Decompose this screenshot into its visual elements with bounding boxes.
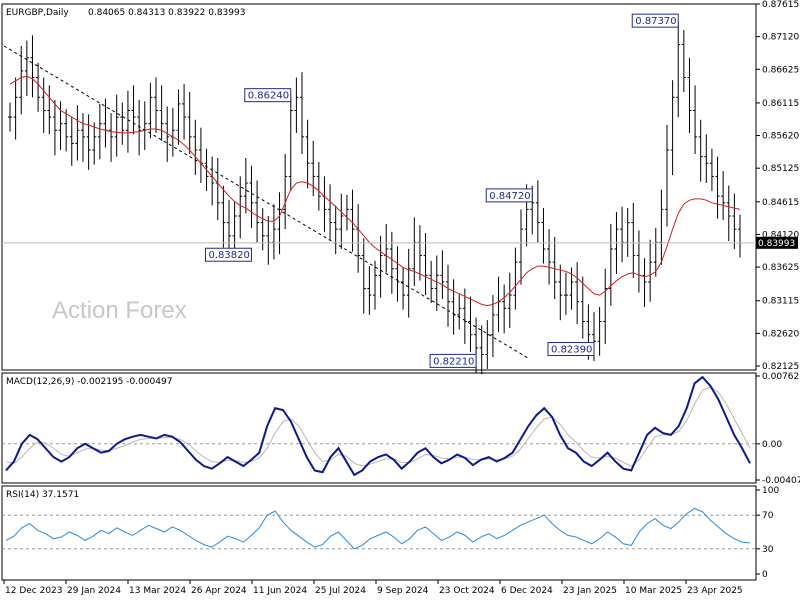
rsi-tick-label: 70: [762, 511, 774, 521]
ohlc-label: 0.84065 0.84313 0.83922 0.83993: [88, 8, 245, 18]
rsi-line: [5, 507, 751, 550]
macd-signal-line: [5, 386, 751, 467]
price-tick-label: 0.82125: [762, 362, 799, 372]
macd-panel-frame: [1, 372, 757, 484]
price-callout-label: 0.84720: [489, 191, 530, 202]
date-tick-label: 23 Jan 2025: [563, 586, 617, 596]
date-tick-label: 25 Jul 2024: [315, 586, 366, 596]
rsi-tick-label: 0: [762, 570, 768, 580]
date-tick-label: 13 Mar 2024: [129, 586, 186, 596]
macd-tick-label: 0.00: [762, 440, 782, 450]
price-tick-label: 0.84615: [762, 198, 799, 208]
price-tick-label: 0.83115: [762, 297, 799, 307]
rsi-tick-label: 100: [762, 486, 779, 496]
date-tick-label: 10 Mar 2025: [625, 586, 682, 596]
price-tick-label: 0.87615: [762, 0, 799, 10]
current-price-line: 0.83993: [2, 236, 798, 249]
macd-tick-label: -0.004073: [762, 476, 800, 486]
moving-average: [9, 75, 741, 307]
date-tick-label: 26 Apr 2024: [191, 586, 247, 596]
rsi-indicator: 100 70 30 0: [2, 486, 779, 580]
price-tick-label: 0.86115: [762, 99, 799, 109]
rsi-label: RSI(14) 37.1571: [6, 490, 79, 500]
price-tick-label: 0.86625: [762, 65, 799, 75]
price-callout-label: 0.86240: [248, 91, 289, 102]
price-tick-label: 0.82620: [762, 329, 799, 339]
watermark: Action Forex: [52, 297, 187, 324]
price-callout-label: 0.82210: [433, 356, 474, 367]
ma-line: [9, 75, 741, 307]
current-price-tag: [756, 236, 798, 249]
date-axis: 12 Dec 2023 29 Jan 2024 13 Mar 2024 26 Apr …: [3, 580, 743, 596]
macd-label: MACD(12,26,9) -0.002195 -0.000497: [6, 377, 172, 387]
price-tick-label: 0.84120: [762, 230, 799, 240]
date-tick-label: 23 Apr 2025: [687, 586, 743, 596]
rsi-tick-label: 30: [762, 545, 774, 555]
macd-indicator: 0.007623 0.00 -0.004073: [2, 372, 800, 486]
price-callout-label: 0.82390: [551, 345, 592, 356]
date-tick-label: 29 Jan 2024: [67, 586, 121, 596]
price-tick-label: 0.85125: [762, 164, 799, 174]
price-tick-label: 0.87120: [762, 33, 799, 43]
price-callouts: 0.87370 0.86240 0.84720 0.83820 0.82210 0.823…: [204, 13, 679, 368]
macd-line: [5, 375, 751, 477]
date-tick-label: 11 Jun 2024: [253, 586, 307, 596]
date-tick-label: 23 Oct 2024: [439, 586, 495, 596]
date-tick-label: 12 Dec 2023: [5, 586, 63, 596]
price-callout-label: 0.87370: [635, 16, 676, 27]
price-tick-label: 0.85620: [762, 132, 799, 142]
symbol-label: EURGBP,Daily: [6, 8, 69, 18]
price-axis: 0.87615 0.87120 0.86625 0.86115 0.85620 0.851…: [756, 0, 799, 372]
rsi-panel-frame: [1, 485, 757, 581]
price-callout-label: 0.83820: [208, 250, 249, 261]
date-tick-label: 6 Dec 2024: [501, 586, 553, 596]
macd-tick-label: 0.007623: [762, 372, 800, 382]
current-price-text: 0.83993: [758, 239, 795, 249]
date-tick-label: 9 Sep 2024: [377, 586, 429, 596]
price-tick-label: 0.83625: [762, 263, 799, 273]
price-panel-frame: [1, 3, 757, 371]
